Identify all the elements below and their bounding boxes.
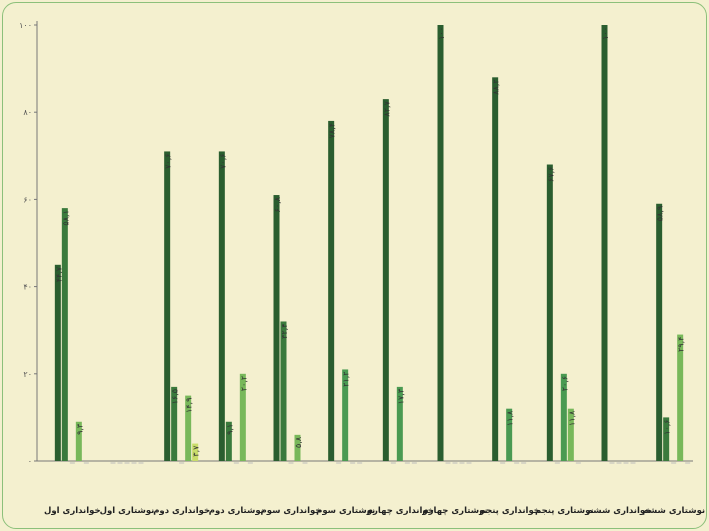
data-label: ۱۰۰ [437, 27, 446, 40]
bar [437, 25, 444, 461]
category-label: خوانداری ششم [587, 506, 652, 516]
category-label: خوانداری دوم [153, 506, 210, 516]
data-label: ۱۴,۹ [185, 398, 194, 413]
category-label: نوشتاری چهارم [422, 506, 487, 516]
category-label: نوشتاری سوم [316, 506, 375, 516]
bar [61, 208, 68, 461]
data-label: ۷۰,۶ [218, 153, 227, 168]
data-label: ۷۰,۶ [164, 153, 173, 168]
bar [273, 195, 280, 462]
bar [567, 408, 574, 461]
data-label: ۲۱,۲ [342, 371, 351, 386]
bar-chart: ۰ ۲۰ ۴۰ ۶۰ ۸۰ ۱۰۰ ۴۴,۷ ۵۸,۱ ۹,۳ ۷۰,۶ ۱۶,۵ ۱۴,۹ ۳,۷ ۷۰… [19, 21, 705, 516]
bar [280, 321, 287, 461]
data-label: ۹,۱ [225, 424, 234, 435]
bar [54, 264, 61, 461]
bar [382, 99, 389, 462]
data-label: ۲۰,۲ [239, 376, 248, 391]
data-label: ۷۸,۴ [328, 123, 337, 138]
bar [225, 421, 232, 461]
data-label: ۹,۳ [75, 423, 84, 435]
bar [171, 386, 178, 461]
bar [560, 373, 567, 461]
bar [492, 77, 499, 461]
data-label: ۲۰,۶ [560, 376, 569, 391]
data-label: ۵۸,۹ [656, 206, 665, 221]
y-tick-label: ۸۰ [23, 108, 32, 117]
data-label: ۳,۷ [192, 445, 201, 457]
bar [342, 369, 349, 461]
bar [185, 395, 192, 461]
data-label: ۱۱,۸ [567, 410, 576, 426]
y-tick-label: ۰ [28, 457, 32, 466]
category-label: خوانداری چهارم [367, 506, 434, 516]
data-label: ۸۲,۷ [382, 100, 391, 116]
bar [663, 417, 670, 461]
bar [239, 373, 246, 461]
data-label: ۶۰,۸ [273, 196, 282, 212]
category-label: نوشتاری دوم [209, 506, 264, 516]
y-tick-label: ۲۰ [23, 370, 32, 379]
category-label: نوشتاری اول [100, 506, 155, 516]
y-tick-label: ۶۰ [23, 195, 32, 204]
data-label: ۱۷,۳ [396, 388, 405, 404]
bar [75, 421, 82, 461]
data-label: ۱۰۰ [601, 27, 610, 40]
bar [656, 203, 663, 461]
bar [677, 334, 684, 461]
bar [328, 120, 335, 462]
data-label: ۳۲,۴ [280, 323, 289, 338]
bar [164, 151, 171, 461]
bar [396, 386, 403, 461]
bar [192, 443, 199, 461]
category-label: نوشتاری ششم [642, 506, 705, 516]
bar [601, 25, 608, 461]
data-label: ۲۹,۴ [677, 337, 686, 352]
data-label: ۱۶,۵ [171, 389, 180, 404]
bar [218, 151, 225, 461]
category-label: خوانداری اول [44, 506, 101, 516]
y-tick-label: ۱۰۰ [19, 21, 32, 30]
data-label: ۸۸,۲ [492, 79, 501, 94]
category-label: نوشتاری پنجم [535, 506, 594, 516]
data-label: ۴۴,۷ [54, 266, 63, 282]
y-tick-label: ۴۰ [23, 283, 32, 292]
category-label: خوانداری پنجم [479, 506, 539, 516]
bar [546, 164, 553, 461]
data-label: ۵۸,۱ [61, 210, 70, 225]
category-label: خوانداری سوم [261, 506, 322, 516]
data-label: ۵,۸ [294, 436, 303, 448]
data-label: ۱۱,۸ [506, 410, 515, 426]
data-label: ۱۰,۶ [663, 419, 672, 434]
data-label: ۶۷,۶ [546, 167, 555, 182]
bar [294, 434, 301, 461]
bar [506, 408, 513, 461]
